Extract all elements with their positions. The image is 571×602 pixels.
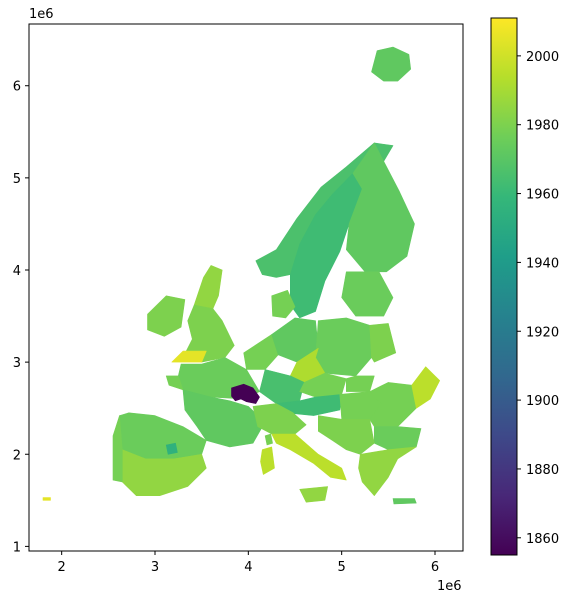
y-tick-label: 3 [13, 356, 21, 371]
y-tick-label: 4 [13, 264, 21, 279]
y-axis: 1 2 3 4 5 6 [13, 80, 29, 555]
region-canary [42, 497, 51, 501]
colorbar-tick-label: 1960 [526, 188, 559, 203]
y-tick-label: 1 [13, 540, 21, 555]
colorbar-tick-label: 1920 [526, 325, 559, 340]
region-crete [392, 498, 417, 505]
region-spain-south [122, 449, 207, 497]
region-baltics [341, 271, 394, 317]
region-poland [315, 317, 372, 377]
x-axis: 2 3 4 5 6 [58, 551, 439, 575]
region-finland [345, 142, 415, 273]
region-england [182, 304, 235, 363]
y-tick-label: 5 [13, 172, 21, 187]
colorbar-tick-label: 2000 [526, 50, 559, 65]
region-ireland [147, 295, 186, 337]
region-france-south [182, 389, 266, 448]
colorbar-tick-label: 1900 [526, 394, 559, 409]
x-tick-label: 4 [244, 560, 252, 575]
region-belarus-border [369, 323, 397, 363]
x-tick-label: 6 [431, 560, 439, 575]
region-central-italy [271, 433, 347, 481]
x-tick-label: 3 [151, 560, 159, 575]
region-denmark [271, 289, 296, 319]
region-benelux [243, 334, 279, 370]
x-tick-label: 5 [338, 560, 346, 575]
region-portugal [112, 415, 123, 483]
colorbar-tick-label: 1880 [526, 463, 559, 478]
region-corsica [264, 433, 273, 446]
colorbar-tick-label: 1980 [526, 119, 559, 134]
x-offset-label: 1e6 [437, 579, 462, 594]
region-madrid [165, 442, 178, 455]
map-axes-frame [28, 23, 464, 552]
region-slovakia [345, 375, 375, 392]
colorbar-axis: 1860 1880 1900 1920 1940 1960 1980 2000 [517, 50, 559, 547]
colorbar-tick-label: 1940 [526, 256, 559, 271]
y-offset-label: 1e6 [29, 7, 54, 22]
colorbar [490, 17, 518, 556]
region-greece [358, 446, 417, 497]
region-north-italy [252, 403, 307, 435]
x-tick-label: 2 [58, 560, 66, 575]
region-brittany [165, 375, 184, 391]
region-switzerland-region [231, 383, 260, 404]
region-sw-england [171, 350, 207, 363]
region-sicily [299, 486, 329, 503]
region-svalbard [371, 46, 412, 82]
region-sardinia [260, 446, 275, 475]
y-tick-label: 2 [13, 448, 21, 463]
colorbar-tick-label: 1860 [526, 532, 559, 547]
y-tick-label: 6 [13, 80, 21, 95]
region-moldova-border [411, 366, 441, 409]
map-regions [42, 46, 441, 505]
region-bulgaria [373, 426, 422, 451]
